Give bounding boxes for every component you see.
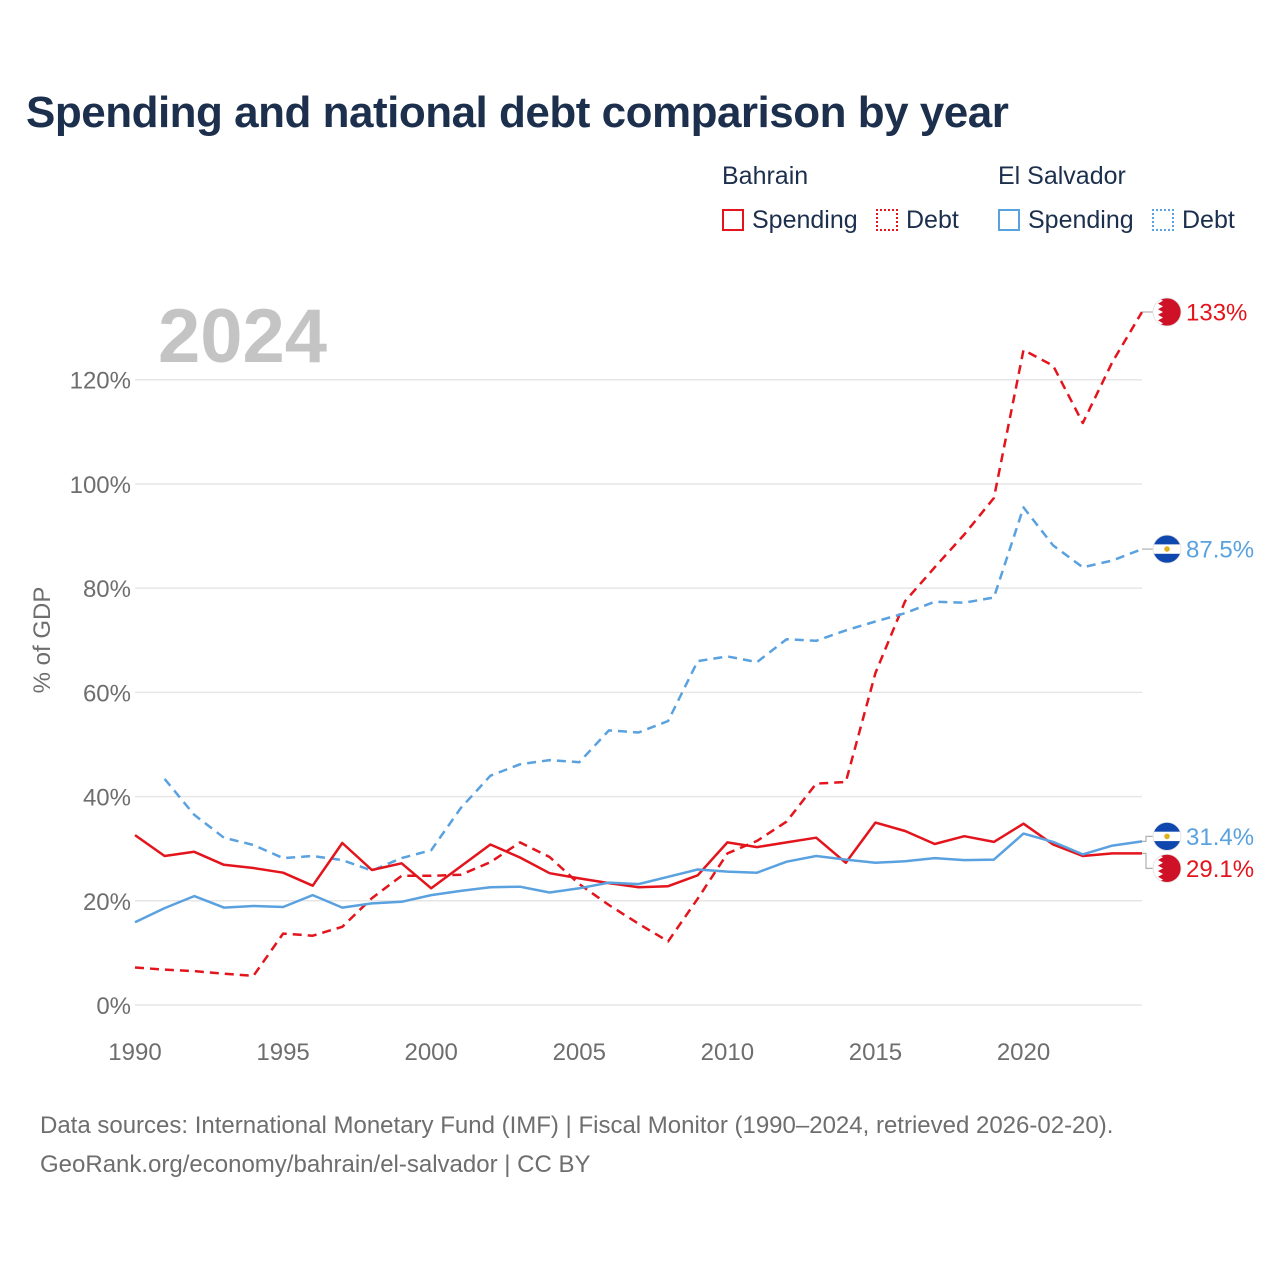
y-tick-label: 0% (96, 993, 131, 1020)
y-axis-label: % of GDP (29, 587, 56, 694)
end-label-el-salvador-debt: 87.5% (1186, 537, 1254, 564)
x-axis-ticks: 1990 1995 2000 2005 2010 2015 2020 (108, 1039, 1050, 1066)
bahrain-flag-icon (1152, 297, 1182, 327)
legend-item-bahrain-debt[interactable]: Debt (876, 203, 959, 237)
el-salvador-flag-icon (1152, 821, 1182, 851)
y-tick-label: 20% (83, 889, 131, 916)
data-source-note: Data sources: International Monetary Fun… (40, 1112, 1114, 1139)
legend-swatch-el-salvador-spending (998, 209, 1020, 231)
chart-title: Spending and national debt comparison by… (26, 88, 1009, 137)
footer: Data sources: International Monetary Fun… (40, 1106, 1113, 1184)
x-tick-label: 2005 (553, 1039, 606, 1066)
x-tick-label: 1995 (256, 1039, 309, 1066)
series-line-el-salvador-debt (163, 506, 1143, 872)
x-tick-label: 2020 (997, 1039, 1050, 1066)
series-line-bahrain-spending (134, 821, 1142, 890)
x-tick-label: 2015 (849, 1039, 902, 1066)
end-labels: 133% 87.5% 31.4% 29.1% (1142, 297, 1254, 883)
leader-line-bahrain-spending (1142, 852, 1153, 870)
end-label-bahrain-debt: 133% (1186, 300, 1247, 327)
legend-label-bahrain-debt: Debt (906, 205, 959, 234)
x-tick-label: 2000 (404, 1039, 457, 1066)
legend-item-el-salvador-debt[interactable]: Debt (1152, 203, 1235, 237)
legend-label-bahrain-spending: Spending (752, 205, 858, 234)
legend-title-bahrain: Bahrain (722, 162, 809, 190)
legend-swatch-bahrain-spending (722, 209, 744, 231)
x-tick-label: 1990 (108, 1039, 161, 1066)
end-label-bahrain-spending: 29.1% (1186, 856, 1254, 883)
legend-item-bahrain-spending[interactable]: Spending (722, 203, 858, 237)
series-lines (134, 311, 1144, 978)
bahrain-flag-icon (1152, 853, 1182, 883)
y-tick-label: 100% (70, 472, 131, 499)
el-salvador-flag-icon (1152, 534, 1182, 564)
series-line-bahrain-debt (134, 311, 1144, 978)
y-tick-label: 80% (83, 576, 131, 603)
y-axis-ticks: 0% 20% 40% 60% 80% 100% 120% (70, 368, 131, 1020)
legend-title-el-salvador: El Salvador (998, 162, 1126, 190)
end-label-el-salvador-spending: 31.4% (1186, 824, 1254, 851)
legend-label-el-salvador-spending: Spending (1028, 205, 1134, 234)
year-watermark: 2024 (158, 294, 327, 379)
gridlines (135, 378, 1142, 1006)
series-line-el-salvador-spending (134, 832, 1143, 924)
legend-item-el-salvador-spending[interactable]: Spending (998, 203, 1134, 237)
legend-swatch-bahrain-debt (876, 209, 898, 231)
y-tick-label: 60% (83, 680, 131, 707)
x-tick-label: 2010 (701, 1039, 754, 1066)
leader-line-el-salvador-spending (1142, 835, 1153, 843)
source-link[interactable]: GeoRank.org/economy/bahrain/el-salvador … (40, 1151, 591, 1178)
y-tick-label: 40% (83, 785, 131, 812)
legend-swatch-el-salvador-debt (1152, 209, 1174, 231)
legend-label-el-salvador-debt: Debt (1182, 205, 1235, 234)
y-tick-label: 120% (70, 368, 131, 395)
